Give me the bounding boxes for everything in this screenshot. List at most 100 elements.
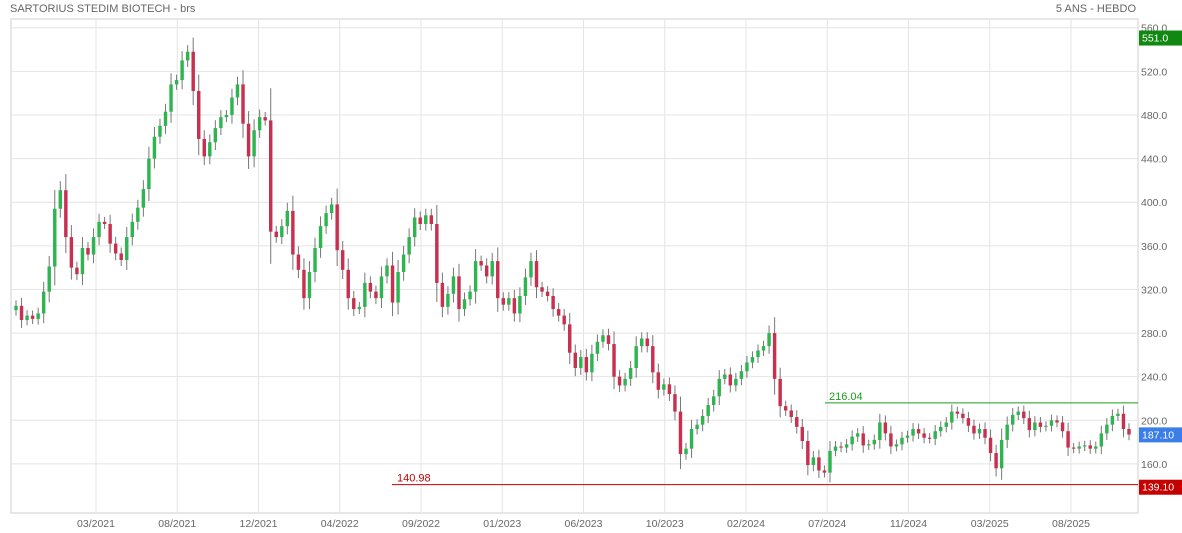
- candle-body: [180, 60, 184, 81]
- candle-body: [285, 210, 290, 227]
- candle-body: [778, 378, 782, 407]
- candle-body: [324, 213, 328, 227]
- x-tick-label: 02/2024: [727, 518, 765, 530]
- candle-body: [257, 117, 262, 131]
- candle-body: [36, 313, 40, 319]
- x-tick-label: 09/2022: [402, 518, 440, 530]
- last-value-label: 187.10: [1142, 429, 1174, 441]
- candle-body: [363, 282, 367, 307]
- candle-body: [512, 298, 517, 314]
- candle-body: [922, 433, 926, 438]
- candle-body: [113, 243, 118, 254]
- candle-body: [401, 254, 406, 272]
- candle-body: [999, 439, 1004, 469]
- candle-body: [828, 450, 832, 473]
- candle-body: [1099, 433, 1104, 447]
- candle-body: [119, 253, 123, 261]
- candle-body: [961, 413, 965, 419]
- candle-body: [280, 226, 284, 238]
- candle-body: [252, 130, 256, 157]
- last-value-badge: [1139, 427, 1182, 443]
- plot-frame: [10, 18, 1139, 514]
- candle-body: [213, 128, 218, 143]
- candle-body: [75, 267, 79, 275]
- candle-body: [1049, 420, 1054, 426]
- candle-body: [235, 84, 240, 98]
- candle-body: [418, 217, 422, 225]
- candle-body: [86, 248, 90, 255]
- candle-body: [545, 291, 550, 296]
- candle-body: [1116, 413, 1120, 416]
- candle-body: [905, 435, 910, 438]
- candle-body: [833, 446, 838, 451]
- candle-body: [855, 433, 860, 437]
- candle-body: [1022, 411, 1026, 419]
- candle-body: [407, 237, 411, 255]
- candle-body: [429, 215, 434, 225]
- candle-body: [357, 306, 362, 310]
- candle-body: [750, 357, 755, 363]
- candle-body: [152, 136, 157, 159]
- candle-body: [767, 333, 771, 347]
- candle-body: [41, 291, 46, 314]
- candle-body: [579, 357, 583, 368]
- candle-body: [711, 396, 716, 406]
- high-value-badge: [1139, 30, 1182, 46]
- candle-body: [19, 305, 24, 320]
- candle-body: [352, 298, 356, 310]
- y-tick-label: 440.0: [1141, 154, 1167, 166]
- candle-body: [25, 315, 29, 320]
- candle-body: [185, 51, 190, 61]
- candle-body: [800, 426, 805, 442]
- candle-body: [468, 291, 472, 300]
- candle-body: [241, 84, 245, 124]
- candle-body: [91, 237, 96, 255]
- candle-body: [335, 204, 339, 251]
- candle-body: [872, 439, 877, 445]
- candle-body: [451, 276, 456, 294]
- candle-body: [617, 376, 622, 386]
- candle-body: [313, 248, 317, 272]
- candle-body: [1105, 424, 1109, 434]
- candle-body: [318, 226, 323, 249]
- candle-body: [14, 305, 18, 311]
- candle-body: [955, 411, 960, 414]
- candle-body: [689, 429, 694, 449]
- candle-body: [573, 352, 577, 368]
- y-tick-label: 280.0: [1141, 328, 1167, 340]
- candle-body: [1082, 445, 1087, 447]
- candle-body: [246, 123, 251, 157]
- candle-body: [346, 269, 350, 299]
- candle-body: [966, 418, 971, 426]
- candle-body: [1066, 431, 1070, 448]
- candle-body: [839, 446, 843, 448]
- candle-body: [811, 457, 816, 466]
- candle-body: [446, 293, 450, 307]
- candle-body: [274, 231, 278, 238]
- chart-period: 5 ANS - HEBDO: [1055, 3, 1136, 15]
- candle-body: [523, 277, 528, 296]
- candle-body: [268, 120, 273, 232]
- candle-body: [678, 411, 683, 455]
- candle-body: [706, 405, 710, 416]
- candle-body: [158, 125, 162, 137]
- candle-body: [141, 189, 146, 208]
- candle-body: [783, 406, 788, 411]
- candle-body: [208, 142, 212, 157]
- candle-body: [396, 271, 400, 303]
- candle-body: [507, 298, 511, 305]
- x-tick-label: 10/2023: [646, 518, 684, 530]
- candle-body: [169, 84, 173, 112]
- candle-body: [695, 424, 699, 430]
- candle-body: [174, 80, 179, 85]
- candle-body: [867, 444, 871, 446]
- candle-body: [1027, 418, 1032, 431]
- y-tick-label: 560.0: [1141, 23, 1167, 35]
- candle-body: [1010, 414, 1015, 425]
- candle-body: [789, 410, 793, 418]
- candle-body: [147, 158, 151, 190]
- candle-body: [501, 298, 506, 305]
- candle-body: [673, 394, 677, 412]
- candle-body: [590, 353, 594, 373]
